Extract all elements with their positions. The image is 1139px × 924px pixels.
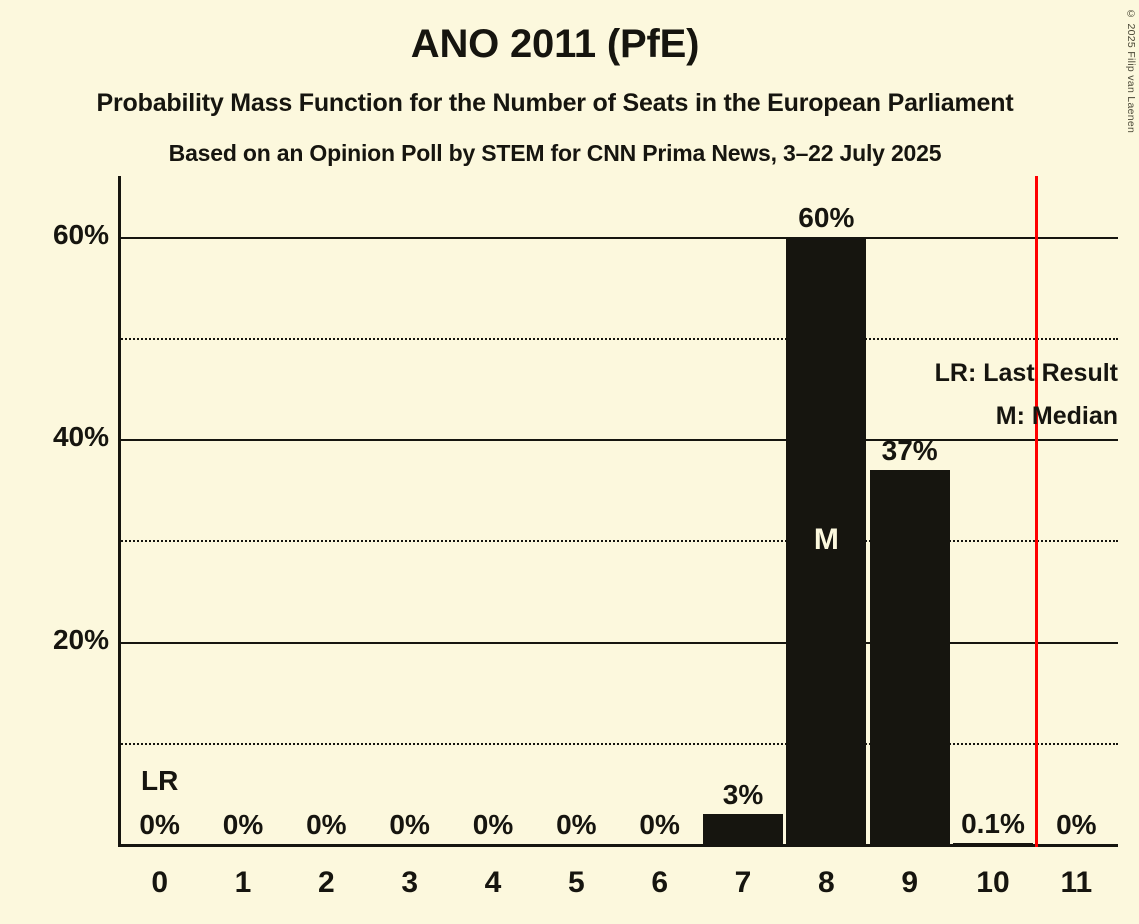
gridline-20: [118, 641, 1118, 644]
bar-value-label: 0%: [306, 809, 347, 840]
bar: [869, 469, 950, 844]
reference-line: [1034, 176, 1038, 847]
gridline-10: [118, 742, 1118, 745]
x-tick-label: 3: [401, 866, 418, 899]
bar-value-label: 3%: [722, 778, 764, 810]
copyright-notice: © 2025 Filip van Laenen: [1125, 8, 1137, 134]
x-tick-label: 11: [1060, 866, 1093, 899]
y-axis-line: [118, 176, 121, 847]
x-tick-label: 0: [151, 866, 168, 899]
x-tick-label: 8: [817, 866, 835, 899]
x-axis-line: [118, 844, 1118, 847]
x-tick-label: 5: [567, 866, 585, 899]
bar-value-label: 0.1%: [961, 807, 1025, 839]
chart-source-note: Based on an Opinion Poll by STEM for CNN…: [168, 140, 942, 166]
legend-last-result: LR: Last Result: [934, 359, 1118, 387]
bar: [786, 236, 867, 844]
bar-value-label: 0%: [139, 809, 180, 840]
gridline-30: [118, 540, 1118, 543]
x-tick-label: 7: [734, 866, 752, 899]
bar-value-label: 0%: [472, 809, 514, 840]
page-title: ANO 2011 (PfE): [410, 22, 700, 66]
bar-value-label: 0%: [222, 809, 264, 840]
gridline-60: [118, 236, 1118, 239]
gridline-40: [118, 439, 1118, 442]
bar: [702, 813, 784, 844]
plot-area: 0% LR 0% 0% 0% 0% 0% 0% 3% 60% M 37% 0.1% 0% LR: Last…: [118, 176, 1118, 847]
last-result-marker: LR: [141, 765, 179, 796]
y-tick-label: 20%: [52, 623, 109, 655]
bar-value-label: 0%: [639, 809, 680, 840]
x-tick-label: 9: [901, 866, 918, 899]
gridline-50: [118, 337, 1118, 340]
bar-value-label: 0%: [556, 809, 597, 840]
bar-value-label: 0%: [389, 809, 430, 840]
bar-value-label: 0%: [1056, 809, 1097, 840]
legend-median: M: Median: [995, 402, 1118, 430]
x-tick-label: 1: [234, 866, 252, 899]
x-tick-label: 10: [976, 866, 1010, 899]
bar-value-label: 37%: [881, 434, 938, 466]
bar: [952, 843, 1034, 844]
y-tick-label: 60%: [52, 218, 109, 250]
x-tick-label: 4: [484, 866, 502, 899]
y-tick-label: 40%: [52, 421, 109, 453]
x-tick-label: 2: [317, 866, 335, 899]
chart-subtitle: Probability Mass Function for the Number…: [96, 89, 1014, 117]
median-marker: M: [813, 523, 839, 557]
bar-value-label: 60%: [798, 201, 855, 233]
x-tick-label: 6: [651, 866, 668, 899]
